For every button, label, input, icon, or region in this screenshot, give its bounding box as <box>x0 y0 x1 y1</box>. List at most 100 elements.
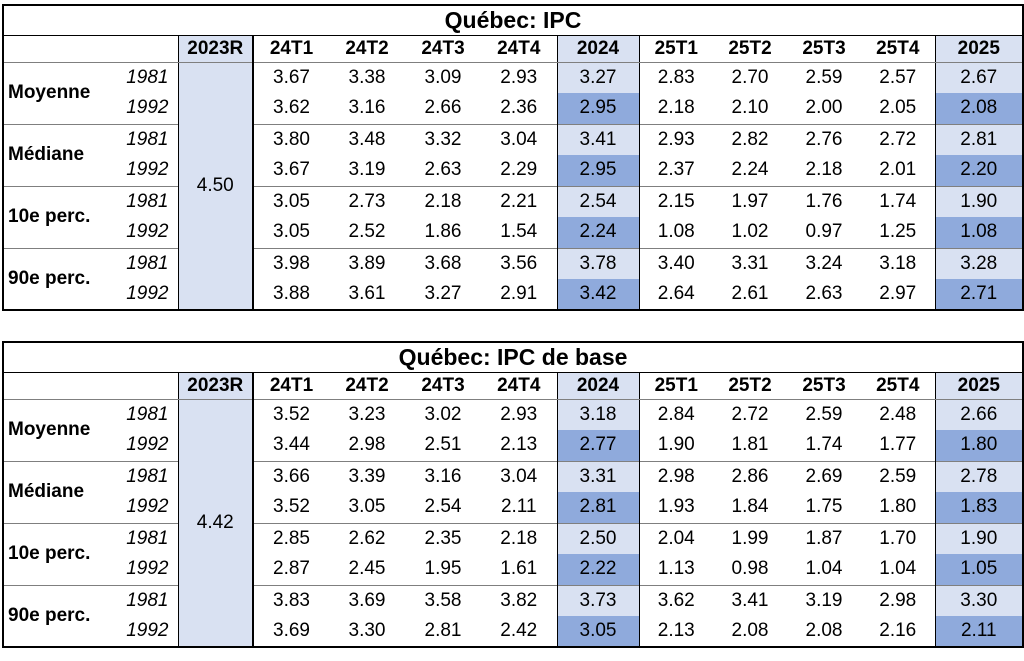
value-cell: 2.08 <box>731 620 769 641</box>
value-cell: 1.99 <box>713 522 787 554</box>
annual-value-cell: 2.54 <box>556 185 640 217</box>
value-cell: 2.08 <box>805 620 843 641</box>
value-cell: 3.18 <box>861 247 935 279</box>
value-cell: 3.68 <box>405 247 481 279</box>
title-row: Québec: IPC <box>3 5 1024 36</box>
annual-value-cell: 2.11 <box>934 616 1024 647</box>
value-cell: 1.61 <box>500 558 538 580</box>
value-cell: 3.48 <box>329 123 405 155</box>
value-cell: 2.91 <box>500 283 538 304</box>
annual-value-cell: 2.81 <box>556 492 640 523</box>
table-row: 10e perc. 1981 3.05 2.73 2.18 2.21 2.54 2.15 1.9… <box>3 185 1024 248</box>
table-ipc: Québec: IPC 2023R 24T1 24T2 24T3 24T4 2024 25T1… <box>2 4 1024 311</box>
value-cell: 2.63 <box>424 159 462 181</box>
column-header-25t1: 25T1 <box>639 35 713 63</box>
value-cell: 1.90 <box>657 434 695 456</box>
annual-value-cell: 3.31 <box>556 460 640 492</box>
annual-value-cell: 2.66 <box>934 399 1024 430</box>
table-row: 10e perc. 1981 2.85 2.62 2.35 2.18 2.50 2.04 1.9… <box>3 522 1024 585</box>
table-row: 90e perc. 1981 3.98 3.89 3.68 3.56 3.78 3.40 3.3… <box>3 247 1024 310</box>
value-cell: 2.87 <box>273 558 310 580</box>
annual-value-cell: 3.78 <box>556 247 640 279</box>
column-header-24t2: 24T2 <box>329 372 405 400</box>
value-cell: 3.24 <box>787 247 861 279</box>
annual-value-cell: 2.95 <box>556 93 640 124</box>
value-cell: 3.16 <box>405 460 481 492</box>
annual-value-cell: 1.80 <box>934 430 1024 461</box>
value-cell: 3.67 <box>273 66 310 88</box>
value-cell: 2.18 <box>481 522 557 554</box>
table-row: 1992 3.62 3.16 2.66 2.36 2.95 2.18 2.10 2.00 2.05… <box>3 93 1024 124</box>
value-cell: 3.05 <box>253 185 329 217</box>
annual-value-cell: 1.90 <box>934 522 1024 554</box>
value-cell: 1.80 <box>879 496 917 518</box>
value-cell: 3.82 <box>481 584 557 616</box>
annual-value-cell: 2.22 <box>556 554 640 585</box>
annual-value-cell: 1.08 <box>934 217 1024 248</box>
value-cell: 3.80 <box>253 123 329 155</box>
value-cell: 1.02 <box>731 221 769 243</box>
value-cell: 3.44 <box>273 434 310 456</box>
value-cell: 2.61 <box>731 283 769 304</box>
table-row: 1992 3.44 2.98 2.51 2.13 2.77 1.90 1.81 1.74 1.77… <box>3 430 1024 461</box>
value-cell: 3.40 <box>639 247 713 279</box>
value-cell: 1.08 <box>657 221 695 243</box>
column-header-25t3: 25T3 <box>787 35 861 63</box>
value-cell: 2.18 <box>805 159 843 181</box>
value-cell: 3.66 <box>253 460 329 492</box>
value-cell: 2.18 <box>405 185 481 217</box>
table-title: Québec: IPC de base <box>3 342 1024 373</box>
value-cell: 3.16 <box>348 97 386 119</box>
table-row: Moyenne 1981 4.50 3.67 3.38 3.09 2.93 3.27 2.83 2… <box>3 62 1024 310</box>
row-group-label: Médiane <box>3 460 111 523</box>
header-prev-year: 2023R <box>177 35 254 63</box>
value-cell: 2.86 <box>713 460 787 492</box>
base-year-label: 1992 <box>126 620 169 641</box>
value-cell: 2.01 <box>879 159 917 181</box>
value-cell: 3.19 <box>787 584 861 616</box>
value-cell: 3.69 <box>273 620 310 641</box>
value-cell: 2.81 <box>424 620 462 641</box>
value-cell: 3.04 <box>481 123 557 155</box>
annual-value-cell: 2.24 <box>556 217 640 248</box>
value-cell: 3.23 <box>348 403 386 425</box>
value-cell: 2.15 <box>639 185 713 217</box>
value-cell: 3.98 <box>253 247 329 279</box>
value-cell: 1.54 <box>500 221 538 243</box>
annual-value-cell: 3.73 <box>556 584 640 616</box>
column-header-24t3: 24T3 <box>405 35 481 63</box>
value-cell: 3.02 <box>424 403 462 425</box>
value-cell: 2.93 <box>500 403 538 425</box>
annual-value-cell: 3.42 <box>556 279 640 310</box>
value-cell: 3.27 <box>424 283 462 304</box>
header-row: 2023R 24T1 24T2 24T3 24T4 2024 25T1 25T2 25T3 25T… <box>3 35 1024 63</box>
value-cell: 3.30 <box>348 620 386 641</box>
value-cell: 2.48 <box>879 403 917 425</box>
value-cell: 1.70 <box>861 522 935 554</box>
annual-value-cell: 2.50 <box>556 522 640 554</box>
value-cell: 3.09 <box>424 66 462 88</box>
column-header-24t4: 24T4 <box>481 372 557 400</box>
value-cell: 2.42 <box>500 620 538 641</box>
column-header-25t3: 25T3 <box>787 372 861 400</box>
value-cell: 3.04 <box>481 460 557 492</box>
annual-value-cell: 2.71 <box>934 279 1024 310</box>
base-year-label: 1992 <box>126 496 169 518</box>
row-group-label: Moyenne <box>8 419 91 440</box>
annual-value-cell: 3.27 <box>556 62 640 93</box>
value-cell: 2.70 <box>731 66 769 88</box>
value-cell: 2.66 <box>424 97 462 119</box>
base-year-label: 1981 <box>111 460 178 492</box>
value-cell: 3.83 <box>253 584 329 616</box>
row-group-label: 90e perc. <box>3 247 111 310</box>
base-year-label: 1992 <box>126 434 169 456</box>
value-cell: 2.13 <box>500 434 538 456</box>
column-header-25t4: 25T4 <box>861 35 935 63</box>
value-cell: 1.25 <box>879 221 917 243</box>
table-row: 90e perc. 1981 3.83 3.69 3.58 3.82 3.73 3.62 3.4… <box>3 584 1024 647</box>
column-header-24t4: 24T4 <box>481 35 557 63</box>
annual-value-cell: 2.81 <box>934 123 1024 155</box>
value-cell: 3.05 <box>348 496 386 518</box>
table-title: Québec: IPC <box>3 5 1024 36</box>
